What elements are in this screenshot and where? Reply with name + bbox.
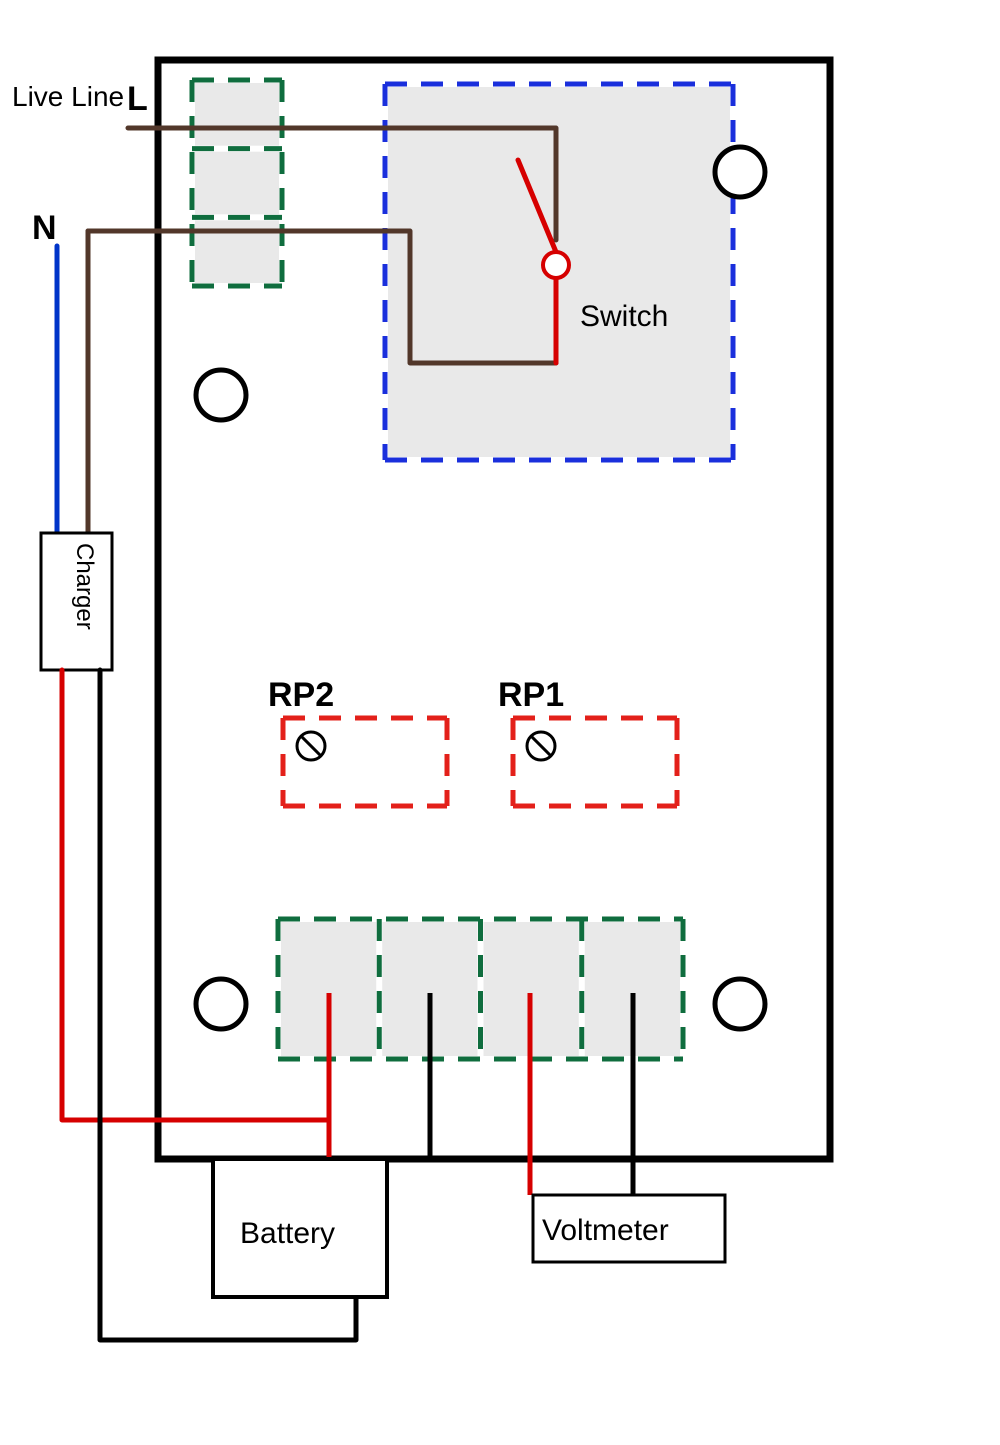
switch-pivot [543,252,569,278]
n-label: N [32,209,57,247]
voltmeter-label: Voltmeter [542,1214,669,1247]
live-line-label: Live Line [12,81,124,112]
rp2-label: RP2 [268,676,334,714]
battery-label: Battery [240,1217,335,1250]
charger-label: Charger [71,543,98,630]
mounting-hole-2 [196,370,246,420]
rp1-label: RP1 [498,676,564,714]
mounting-hole-3 [196,979,246,1029]
switch-label: Switch [580,300,668,333]
wiring-diagram: Switch Live LineL N Charger RP2 RP1 Battery Vol… [0,0,1000,1445]
mounting-hole-1 [715,147,765,197]
mounting-hole-4 [715,979,765,1029]
l-label: L [127,80,148,118]
